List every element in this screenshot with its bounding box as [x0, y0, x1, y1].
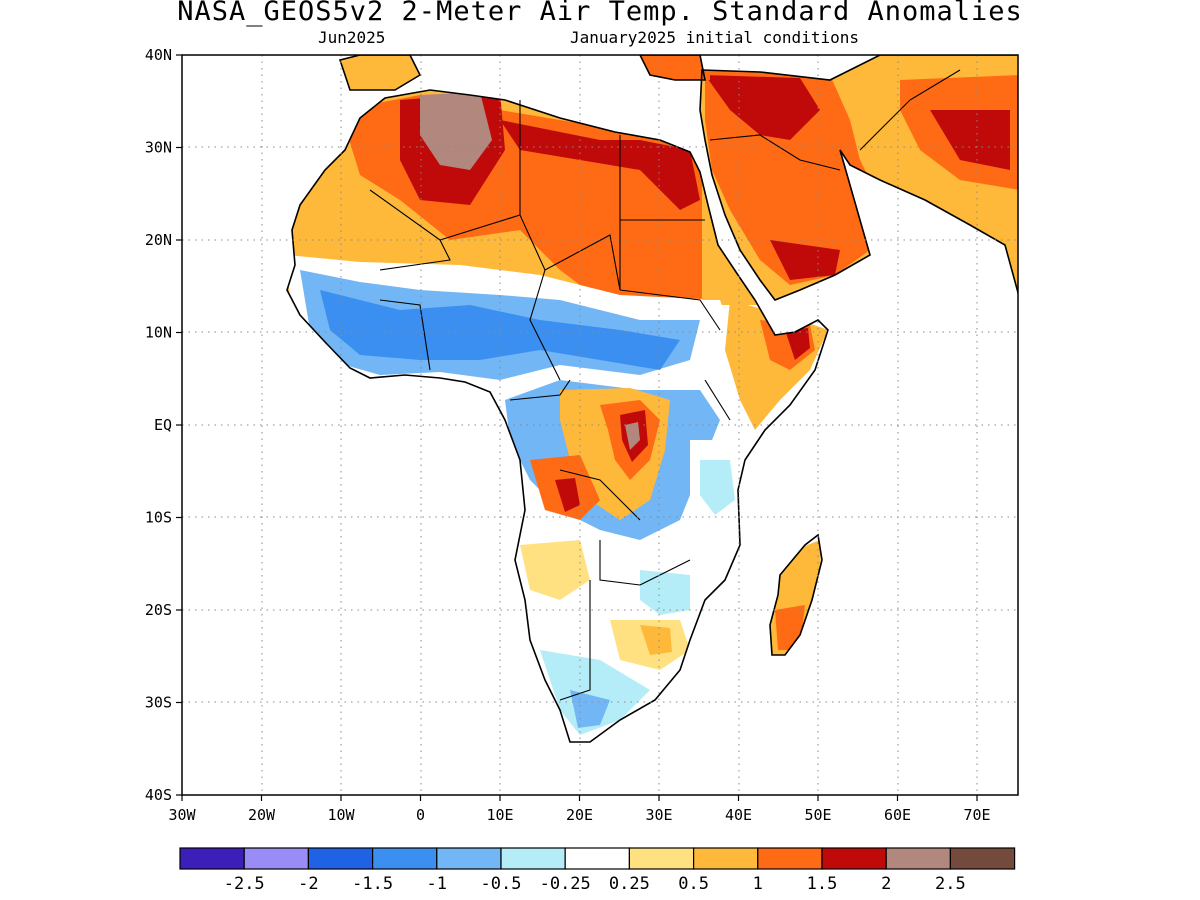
lat-tick-label: 30N [145, 139, 172, 157]
colorbar-swatch [757, 847, 823, 870]
lat-tick-label: 10N [145, 324, 172, 342]
lon-tick-label: 20E [566, 806, 593, 824]
lon-tick-label: 30E [645, 806, 672, 824]
longitude-axis: 30W 20W 10W 0 10E 20E 30E 40E 50E 60E 70E [168, 795, 991, 824]
lat-tick-label: 30S [145, 694, 172, 712]
colorbar-label: -0.5 [481, 874, 522, 894]
lon-tick-label: 20W [248, 806, 276, 824]
lon-tick-label: 40E [725, 806, 752, 824]
lon-tick-label: 30W [168, 806, 196, 824]
colorbar-label: 0.5 [678, 874, 709, 894]
lon-tick-label: 50E [804, 806, 831, 824]
lat-tick-label: 20S [145, 601, 172, 619]
colorbar-label: 1 [753, 874, 763, 894]
colorbar-swatch [885, 847, 952, 870]
colorbar-swatch [436, 847, 502, 870]
latitude-axis: 40N 30N 20N 10N EQ 10S 20S 30S 40S [145, 46, 182, 804]
colorbar-label: -1 [427, 874, 447, 894]
colorbar-label: -2.5 [224, 874, 265, 894]
colorbar-swatch [949, 847, 1016, 870]
colorbar-label: 2.5 [935, 874, 966, 894]
colorbar-label: 0.25 [609, 874, 650, 894]
lon-tick-label: 10E [486, 806, 513, 824]
lat-tick-label: 40S [145, 786, 172, 804]
colorbar-label: 1.5 [807, 874, 838, 894]
colorbar-swatch [243, 847, 309, 870]
initial-conditions: January2025 initial conditions [570, 28, 859, 47]
lat-tick-label: 10S [145, 509, 172, 527]
colorbar-swatch [372, 847, 438, 870]
colorbar: -2.5 -2 -1.5 -1 -0.5 -0.25 0.25 0.5 1 1.5 2 2.5 [179, 847, 1016, 894]
colorbar-label: -1.5 [352, 874, 393, 894]
forecast-month: Jun2025 [318, 28, 386, 47]
lat-tick-label: 40N [145, 46, 172, 64]
chart-title: NASA_GEOS5v2 2-Meter Air Temp. Standard … [177, 0, 1023, 27]
lon-tick-label: 70E [963, 806, 990, 824]
colorbar-swatch [179, 847, 245, 870]
lat-tick-label: 20N [145, 231, 172, 249]
colorbar-label: 2 [881, 874, 891, 894]
colorbar-swatch [821, 847, 887, 870]
lon-tick-label: 10W [327, 806, 355, 824]
colorbar-swatch [692, 847, 759, 870]
lon-tick-label: 0 [416, 806, 425, 824]
graticule [182, 55, 1018, 795]
lon-tick-label: 60E [884, 806, 911, 824]
colorbar-label: -0.25 [540, 874, 591, 894]
colorbar-swatch [500, 847, 566, 870]
country-borders [369, 69, 961, 701]
lat-tick-label: EQ [154, 416, 172, 434]
colorbar-swatch [564, 847, 631, 870]
colorbar-swatch [307, 847, 374, 870]
colorbar-label: -2 [298, 874, 318, 894]
colorbar-swatch [628, 847, 695, 870]
